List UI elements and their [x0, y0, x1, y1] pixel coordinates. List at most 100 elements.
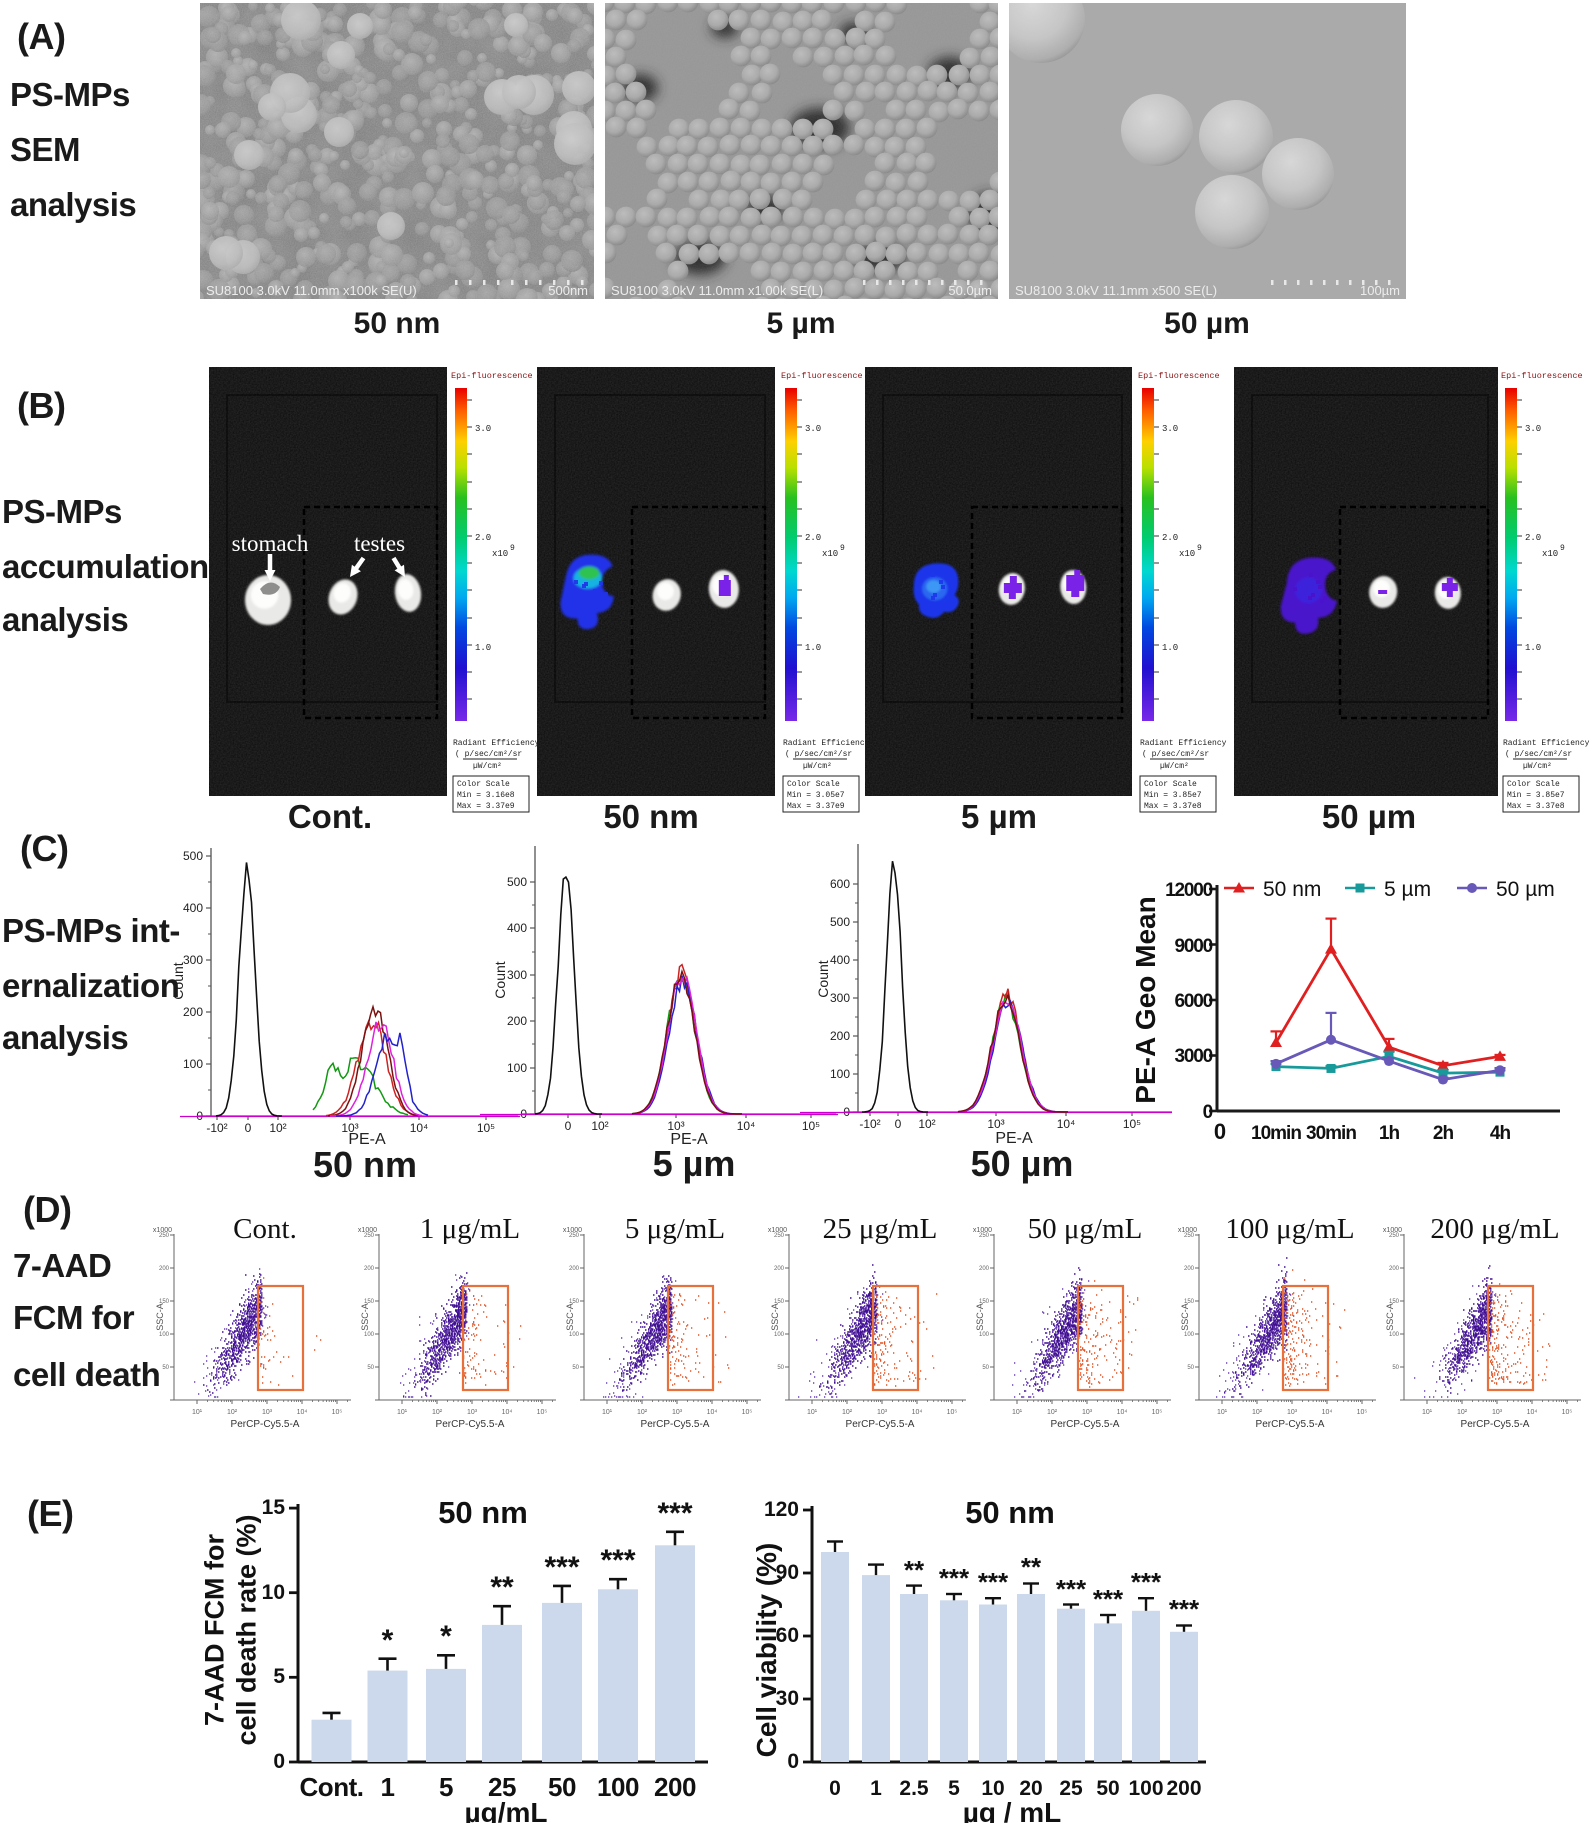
svg-text:0: 0 [1203, 1102, 1213, 1123]
svg-text:10²: 10² [269, 1121, 286, 1135]
svg-text:200: 200 [364, 1266, 375, 1272]
svg-text:0: 0 [245, 1121, 252, 1135]
svg-text:Count: Count [170, 962, 186, 999]
svg-text:50: 50 [982, 1365, 989, 1371]
svg-text:**: ** [904, 1555, 925, 1585]
svg-text:µW/cm²: µW/cm² [1523, 762, 1552, 771]
svg-text:**: ** [1021, 1552, 1042, 1582]
svg-text:10⁴: 10⁴ [1057, 1117, 1076, 1131]
svg-text:50 nm: 50 nm [965, 1495, 1055, 1530]
svg-text:50: 50 [162, 1365, 169, 1371]
svg-text:100: 100 [979, 1332, 990, 1338]
svg-text:0: 0 [565, 1119, 572, 1133]
svg-text:µW/cm²: µW/cm² [1160, 762, 1189, 771]
svg-text:150: 150 [1389, 1299, 1400, 1305]
svg-text:400: 400 [507, 921, 527, 935]
svg-text:300: 300 [507, 968, 527, 982]
svg-text:3.0: 3.0 [475, 424, 491, 434]
svg-text:PE-A: PE-A [995, 1130, 1033, 1147]
svg-text:200 μg/mL: 200 μg/mL [1430, 1213, 1559, 1245]
svg-text:stomach: stomach [232, 531, 309, 556]
svg-text:200: 200 [507, 1014, 527, 1028]
svg-text:200: 200 [830, 1029, 850, 1043]
svg-text:3000: 3000 [1175, 1046, 1213, 1067]
svg-text:( p/sec/cm²/sr: ( p/sec/cm²/sr [1505, 750, 1572, 759]
svg-text:***: *** [544, 1551, 579, 1584]
svg-text:1 μg/mL: 1 μg/mL [420, 1213, 520, 1245]
svg-text:50 µm: 50 µm [1496, 878, 1555, 901]
svg-text:50: 50 [1392, 1365, 1399, 1371]
svg-text:SSC-A: SSC-A [1385, 1303, 1395, 1331]
svg-text:10⁴: 10⁴ [297, 1409, 308, 1416]
svg-text:Radiant Efficiency: Radiant Efficiency [783, 739, 870, 748]
svg-text:200: 200 [569, 1266, 580, 1272]
svg-text:100: 100 [1389, 1332, 1400, 1338]
svg-text:50: 50 [1096, 1777, 1119, 1800]
svg-text:testes: testes [354, 531, 405, 556]
svg-text:10³: 10³ [1082, 1409, 1093, 1416]
svg-text:10²: 10² [432, 1409, 443, 1416]
svg-text:PerCP-Cy5.5-A: PerCP-Cy5.5-A [1051, 1419, 1120, 1430]
svg-text:10⁵: 10⁵ [1562, 1409, 1573, 1416]
svg-text:250: 250 [1389, 1233, 1400, 1239]
svg-text:25: 25 [1059, 1777, 1083, 1800]
svg-text:Radiant Efficiency: Radiant Efficiency [453, 739, 540, 748]
svg-text:0: 0 [895, 1117, 902, 1131]
svg-text:Epi-fluorescence: Epi-fluorescence [781, 371, 863, 381]
svg-text:( p/sec/cm²/sr: ( p/sec/cm²/sr [1142, 750, 1209, 759]
svg-text:10³: 10³ [262, 1409, 273, 1416]
svg-text:10⁴: 10⁴ [912, 1409, 923, 1416]
svg-text:12000: 12000 [1165, 880, 1212, 901]
svg-text:µg/mL: µg/mL [464, 1797, 547, 1823]
svg-text:200: 200 [1166, 1777, 1201, 1800]
svg-text:Color Scale: Color Scale [1144, 780, 1197, 789]
svg-text:10³: 10³ [1287, 1409, 1298, 1416]
svg-text:Radiant Efficiency: Radiant Efficiency [1140, 739, 1227, 748]
svg-text:9: 9 [510, 544, 515, 553]
svg-text:20: 20 [1019, 1777, 1042, 1800]
svg-text:50 nm: 50 nm [438, 1495, 528, 1530]
svg-text:200: 200 [159, 1266, 170, 1272]
svg-text:10⁵: 10⁵ [742, 1409, 753, 1416]
svg-text:SSC-A: SSC-A [975, 1303, 985, 1331]
svg-text:9000: 9000 [1175, 936, 1213, 957]
svg-text:100: 100 [569, 1332, 580, 1338]
svg-text:10³: 10³ [467, 1409, 478, 1416]
svg-text:600: 600 [830, 877, 850, 891]
svg-text:250: 250 [159, 1233, 170, 1239]
svg-text:150: 150 [1184, 1299, 1195, 1305]
svg-text:Min = 3.05e7: Min = 3.05e7 [787, 791, 845, 800]
svg-text:5: 5 [439, 1772, 453, 1802]
svg-text:5: 5 [273, 1665, 285, 1688]
svg-text:9: 9 [1560, 544, 1565, 553]
svg-text:10⁴: 10⁴ [1322, 1409, 1333, 1416]
svg-text:250: 250 [774, 1233, 785, 1239]
svg-text:-10²: -10² [859, 1117, 880, 1131]
svg-text:PerCP-Cy5.5-A: PerCP-Cy5.5-A [1461, 1419, 1530, 1430]
svg-text:Count: Count [815, 960, 831, 997]
svg-text:10¹: 10¹ [192, 1409, 203, 1416]
svg-text:50: 50 [1187, 1365, 1194, 1371]
svg-text:10²: 10² [591, 1119, 608, 1133]
svg-text:10³: 10³ [341, 1121, 358, 1135]
svg-text:x1000: x1000 [563, 1227, 582, 1234]
svg-text:x10: x10 [822, 549, 838, 559]
svg-text:150: 150 [774, 1299, 785, 1305]
svg-text:9: 9 [1197, 544, 1202, 553]
svg-text:x1000: x1000 [768, 1227, 787, 1234]
svg-text:400: 400 [830, 953, 850, 967]
svg-text:500: 500 [183, 849, 203, 863]
svg-text:10²: 10² [1252, 1409, 1263, 1416]
svg-text:10⁴: 10⁴ [737, 1119, 756, 1133]
svg-text:10¹: 10¹ [397, 1409, 408, 1416]
svg-text:Color Scale: Color Scale [1507, 780, 1560, 789]
svg-text:150: 150 [364, 1299, 375, 1305]
svg-text:15: 15 [262, 1496, 286, 1519]
svg-text:10⁵: 10⁵ [1357, 1409, 1368, 1416]
svg-text:10⁵: 10⁵ [537, 1409, 548, 1416]
svg-text:( p/sec/cm²/sr: ( p/sec/cm²/sr [455, 750, 522, 759]
svg-text:200: 200 [979, 1266, 990, 1272]
svg-text:200: 200 [774, 1266, 785, 1272]
svg-text:Max = 3.37e9: Max = 3.37e9 [457, 802, 515, 811]
svg-text:PerCP-Cy5.5-A: PerCP-Cy5.5-A [1256, 1419, 1325, 1430]
